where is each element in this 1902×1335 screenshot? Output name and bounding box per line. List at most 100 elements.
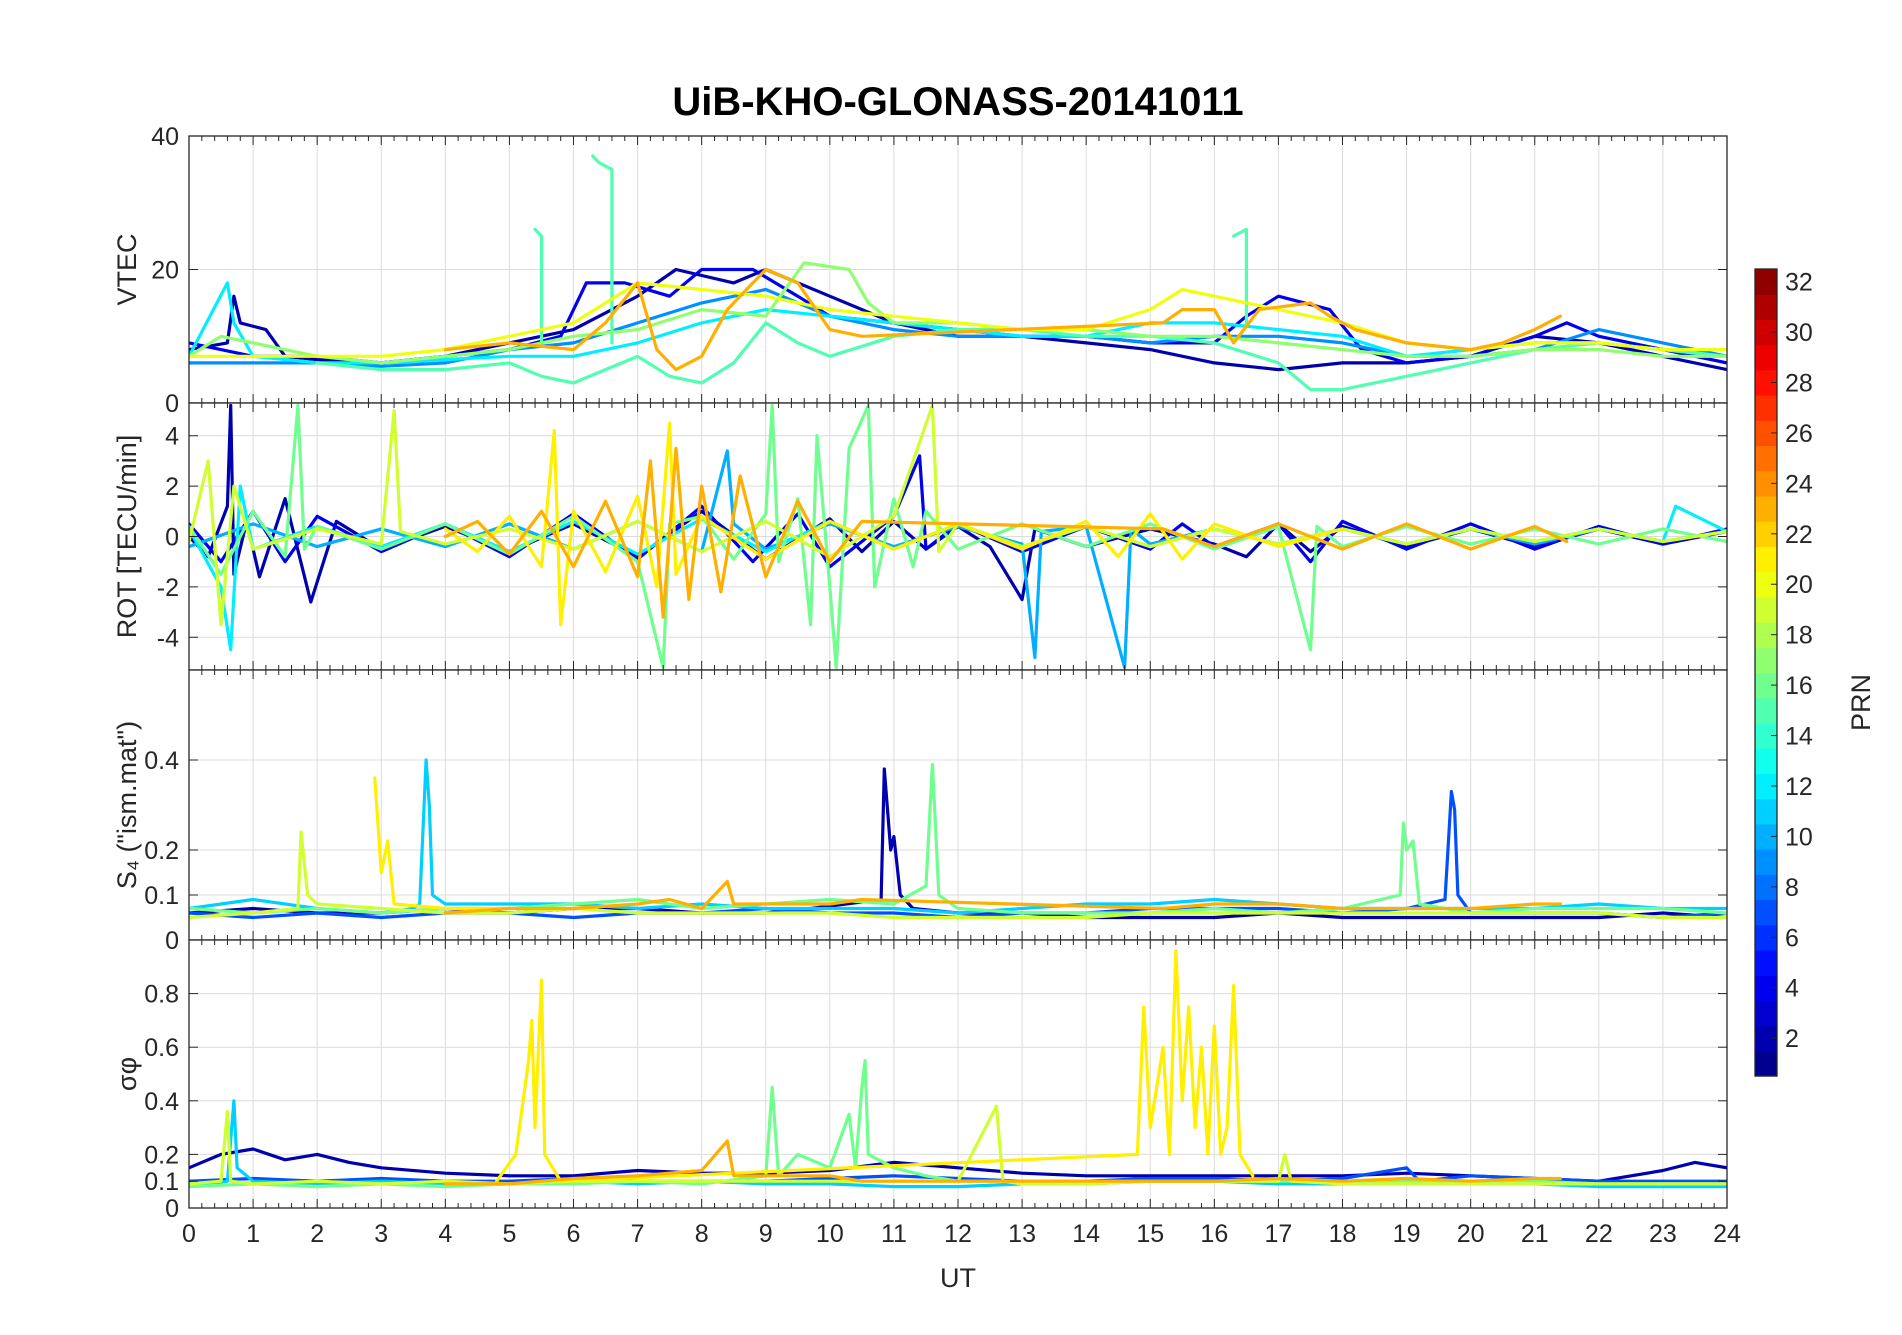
y-tick-label: 0.2 [144, 837, 179, 865]
x-tick-label: 7 [631, 1220, 645, 1248]
y-tick-label: 0.4 [144, 1088, 179, 1116]
y-tick-label: 2 [165, 473, 179, 501]
x-tick-label: 20 [1457, 1220, 1485, 1248]
x-axis-label: UT [940, 1263, 976, 1293]
colorbar-swatch [1755, 697, 1777, 724]
panel-s4-series [189, 758, 1727, 920]
x-tick-label: 2 [310, 1220, 324, 1248]
colorbar-swatch [1755, 294, 1777, 321]
colorbar-swatch [1755, 622, 1777, 648]
colorbar-swatch [1755, 899, 1777, 926]
x-tick-label: 21 [1521, 1220, 1549, 1248]
x-tick-label: 11 [881, 1220, 907, 1248]
colorbar-swatch [1755, 546, 1777, 573]
colorbar-tick-label: 14 [1785, 723, 1813, 751]
colorbar-swatch [1755, 773, 1777, 800]
colorbar-swatch [1755, 1025, 1777, 1052]
y-tick-label: -2 [157, 574, 179, 602]
series-prn-15 [533, 227, 544, 345]
y-axis-label-vtec: VTEC [112, 233, 142, 305]
colorbar-swatch [1755, 596, 1777, 623]
colorbar-tick-label: 30 [1785, 319, 1813, 347]
colorbar-swatch [1755, 647, 1777, 674]
chart-title: UiB-KHO-GLONASS-20141011 [672, 80, 1243, 124]
colorbar-tick-label: 8 [1785, 874, 1799, 902]
panel-sigma_phi-series [189, 949, 1727, 1189]
x-tick-label: 17 [1265, 1220, 1293, 1248]
x-tick-label: 9 [759, 1220, 773, 1248]
colorbar-tick-label: 24 [1785, 470, 1813, 498]
colorbar-label: PRN [1846, 674, 1876, 731]
colorbar-swatch [1755, 672, 1777, 699]
colorbar-tick-label: 32 [1785, 269, 1813, 297]
x-tick-label: 14 [1072, 1220, 1100, 1248]
colorbar-swatch [1755, 798, 1777, 825]
series-prn-21 [443, 421, 1345, 627]
x-tick-label: 8 [695, 1220, 709, 1248]
y-tick-label: -4 [157, 624, 179, 652]
series-prn-23 [443, 267, 1562, 372]
x-tick-label: 15 [1136, 1220, 1164, 1248]
panel-sigma_phi: 00.10.20.40.60.80 1 2 3 4 5 6 7 8 9 10 11 12 13 14 15 16… [112, 939, 1741, 1248]
panel-vtec: 0 20 40 VTEC [112, 123, 1728, 418]
y-tick-label: 0 [165, 524, 179, 552]
colorbar-tick-label: 20 [1785, 571, 1813, 599]
panel-vtec-ticks: 0 20 40 [151, 123, 1728, 418]
panel-s4: 0 0.1 0.2 0.4S₄ ("ism.mat") [112, 669, 1728, 955]
panel-rot-ticks: -4 -2 0 2 4 [157, 403, 1728, 670]
y-tick-label: 0.6 [144, 1034, 179, 1062]
x-tick-label: 13 [1008, 1220, 1036, 1248]
colorbar-swatch [1755, 395, 1777, 421]
series-prn-23 [443, 1139, 1562, 1186]
x-tick-label: 0 [182, 1220, 196, 1248]
x-tick-label: 5 [502, 1220, 516, 1248]
colorbar-tick-label: 10 [1785, 823, 1813, 851]
colorbar-tick-label: 16 [1785, 672, 1813, 700]
x-tick-label: 18 [1329, 1220, 1357, 1248]
x-tick-label: 1 [246, 1220, 260, 1248]
series-prn-19 [189, 1104, 1727, 1186]
colorbar-swatch [1755, 269, 1777, 295]
colorbar-swatch [1755, 924, 1777, 951]
colorbar-swatch [1755, 369, 1777, 396]
colorbar-swatch [1755, 495, 1777, 522]
colorbar-tick-label: 26 [1785, 420, 1813, 448]
x-tick-label: 3 [374, 1220, 388, 1248]
colorbar-swatch [1755, 1000, 1777, 1027]
series-prn-23 [443, 446, 1569, 619]
colorbar-tick-label: 22 [1785, 521, 1813, 549]
x-tick-label: 22 [1585, 1220, 1613, 1248]
panel-vtec-series [189, 154, 1727, 392]
panel-rot-grid [188, 403, 1728, 670]
colorbar-swatch [1755, 722, 1777, 749]
y-tick-label: 0 [165, 390, 179, 418]
colorbar-swatch [1755, 521, 1777, 548]
x-tick-label: 24 [1713, 1220, 1741, 1248]
series-prn-23 [443, 879, 1562, 915]
series-prn-15 [591, 154, 614, 345]
colorbar-tick-label: 6 [1785, 924, 1799, 952]
colorbar-tick-label: 28 [1785, 369, 1813, 397]
panel-s4-ticks: 0 0.1 0.2 0.4 [144, 670, 1728, 955]
y-tick-label: 0.2 [144, 1141, 179, 1169]
x-tick-label: 12 [944, 1220, 972, 1248]
panel-rot: -4 -2 0 2 4 ROT [TECU/min] [112, 402, 1728, 671]
y-tick-label: 20 [151, 257, 179, 285]
colorbar-swatch [1755, 420, 1777, 447]
series-prn-21 [373, 776, 511, 911]
series-prn-19 [189, 830, 1727, 920]
colorbar-swatch [1755, 445, 1777, 472]
colorbar-tick-label: 4 [1785, 975, 1799, 1003]
y-tick-label: 40 [151, 123, 179, 151]
series-prn-21 [495, 949, 1255, 1183]
y-axis-label-s4: S₄ ("ism.mat") [112, 721, 142, 889]
series-prn-4 [189, 454, 1727, 569]
y-tick-label: 0.4 [144, 747, 179, 775]
y-axis-label-rot: ROT [TECU/min] [112, 435, 142, 639]
series-prn-16 [189, 403, 1727, 670]
y-tick-label: 0.8 [144, 981, 179, 1009]
panel-sigma_phi-ticks: 00.10.20.40.60.80 1 2 3 4 5 6 7 8 9 10 11 12 13 14 15 16… [144, 940, 1741, 1248]
